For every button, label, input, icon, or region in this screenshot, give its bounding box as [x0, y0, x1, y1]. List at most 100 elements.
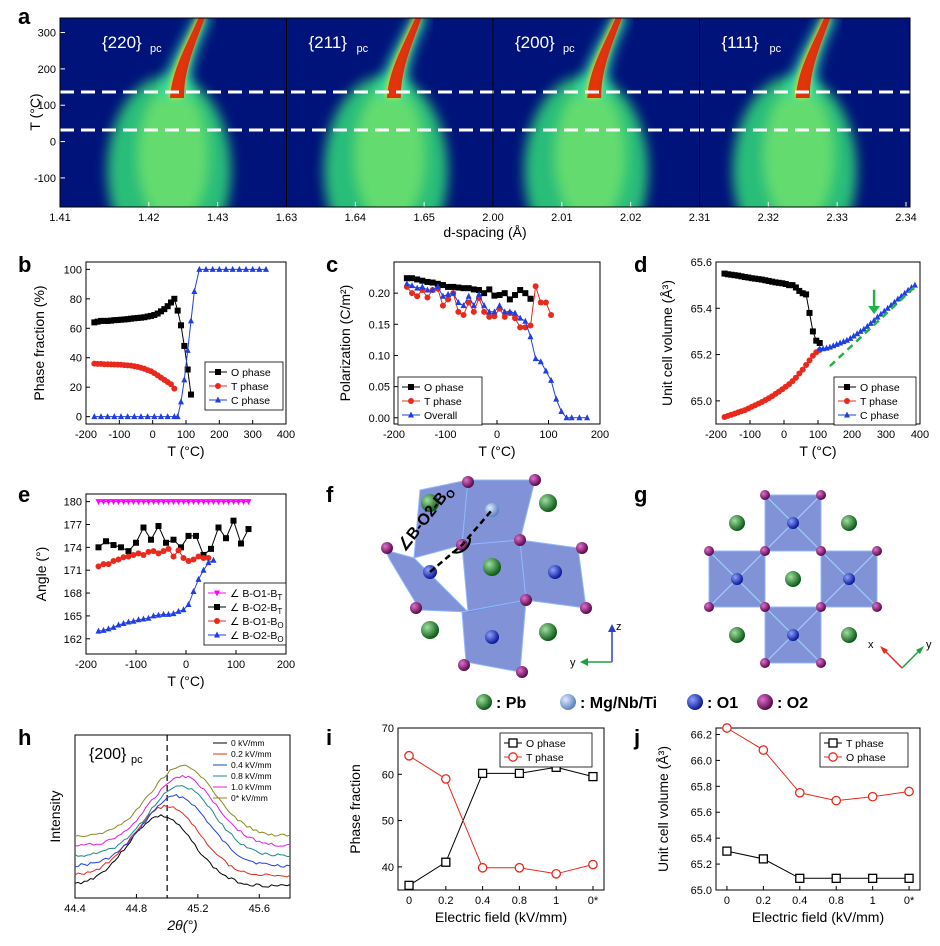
legend-label: T phase: [846, 738, 884, 750]
legend-swatch-marker: [844, 398, 850, 404]
x-tick-label: -200: [383, 429, 405, 441]
x-tick-label: 1.65: [413, 212, 434, 224]
data-point-0: [517, 287, 524, 294]
pattern-line-2: [74, 793, 291, 868]
panel-letter-c: c: [326, 252, 338, 277]
linear-fit-line: [829, 284, 918, 368]
x-tick-label: 300: [243, 429, 261, 441]
data-point-0: [745, 274, 752, 281]
panel-letter-b: b: [18, 252, 31, 277]
data-point-0: [164, 303, 171, 310]
y-axis-arrowhead: [916, 646, 924, 654]
data-point-1: [867, 791, 878, 802]
data-point-0: [465, 285, 472, 292]
x-tick-label: 44.8: [126, 903, 147, 915]
legend-swatch-marker: [215, 396, 221, 403]
data-point-0: [789, 282, 796, 289]
legend-swatch-marker: [215, 369, 221, 375]
data-point-1: [501, 313, 508, 320]
legend-label: 0.4 kV/mm: [231, 760, 272, 770]
octahedron: [461, 539, 527, 613]
data-point-1: [193, 532, 199, 539]
panel-e-chart: -200 -100 0 100 200 162 165 168 171 174 177 180 T (°…: [33, 493, 295, 689]
data-point-0: [125, 499, 132, 506]
o2-atom: [458, 659, 470, 671]
data-point-0: [867, 873, 878, 883]
subpanel-label-subscript: pc: [357, 43, 369, 55]
data-point-2: [205, 555, 212, 561]
pb-atom: [785, 571, 801, 587]
data-point-2: [854, 330, 861, 337]
data-point-0: [758, 854, 769, 864]
data-point-0: [131, 315, 138, 322]
y-axis-label: Polarization (C/m²): [337, 285, 353, 402]
data-point-0: [904, 873, 914, 883]
data-point-2: [165, 545, 172, 552]
data-point-0: [429, 279, 436, 286]
data-point-2: [203, 265, 209, 272]
data-point-2: [857, 327, 864, 334]
data-point-0: [135, 499, 142, 506]
axis-label-x: x: [868, 639, 874, 651]
y-tick-label: 300: [38, 28, 56, 40]
data-point-0: [765, 277, 772, 284]
x-tick-label: 2.02: [620, 212, 641, 224]
y-tick-label: 66.0: [691, 755, 712, 767]
data-point-2: [867, 319, 874, 326]
y-tick-label: 0.20: [369, 288, 390, 300]
x-tick-label: 0.8: [829, 895, 844, 907]
data-point-2: [196, 265, 203, 272]
legend-swatch-marker: [844, 384, 850, 390]
data-point-0: [98, 317, 104, 324]
data-point-2: [576, 414, 583, 421]
data-point-0: [108, 317, 114, 324]
data-point-1: [245, 526, 252, 533]
data-point-1: [185, 532, 192, 539]
x-tick-label: 0: [150, 429, 156, 441]
data-point-0: [130, 499, 137, 506]
data-point-0: [439, 282, 446, 289]
z-axis-arrowhead: [608, 624, 616, 632]
data-point-0: [527, 295, 534, 302]
data-point-1: [722, 723, 732, 733]
data-point-2: [191, 287, 198, 294]
data-point-0: [185, 499, 192, 506]
data-point-1: [118, 544, 124, 551]
data-point-2: [229, 265, 236, 272]
x-tick-label: 0.2: [438, 895, 453, 907]
series-line-1: [408, 755, 594, 875]
y-tick-label: 100: [38, 100, 56, 112]
x-tick-label: 1.41: [49, 212, 70, 224]
x-tick-label: 0*: [588, 895, 599, 907]
x-axis-label: T (°C): [167, 673, 204, 689]
legend-o1-label: : O1: [707, 695, 738, 712]
data-point-2: [140, 551, 147, 558]
axis-label-y: y: [926, 639, 932, 651]
data-point-0: [110, 499, 117, 506]
data-point-0: [168, 299, 174, 306]
legend-label: O phase: [860, 382, 900, 394]
x-tick-label: 0: [724, 895, 730, 907]
data-point-2: [144, 413, 151, 420]
panel-a-ticks: 1.41 1.42 1.43 {220} pc 1.63 1.64 1.65 {211} pc 2.…: [34, 18, 917, 224]
data-point-1: [517, 324, 524, 331]
panel-letter-j: j: [633, 725, 640, 750]
data-point-2: [429, 286, 436, 293]
x-tick-label: -100: [434, 429, 456, 441]
y-tick-label: 65.4: [691, 303, 712, 315]
data-point-2: [243, 265, 249, 272]
legend-label: O phase: [526, 738, 566, 750]
data-point-0: [460, 285, 467, 292]
o1-atom: [548, 565, 562, 579]
data-point-2: [871, 316, 878, 323]
data-point-3: [195, 575, 202, 582]
data-point-1: [170, 536, 177, 543]
data-point-0: [455, 284, 462, 291]
y-tick-label: 174: [64, 542, 82, 554]
y-tick-label: 0.00: [369, 413, 390, 425]
pb-atom: [421, 621, 439, 639]
o2-atom: [516, 666, 528, 678]
data-point-3: [170, 610, 177, 617]
data-point-0: [414, 276, 421, 283]
o2-atom: [580, 602, 592, 614]
